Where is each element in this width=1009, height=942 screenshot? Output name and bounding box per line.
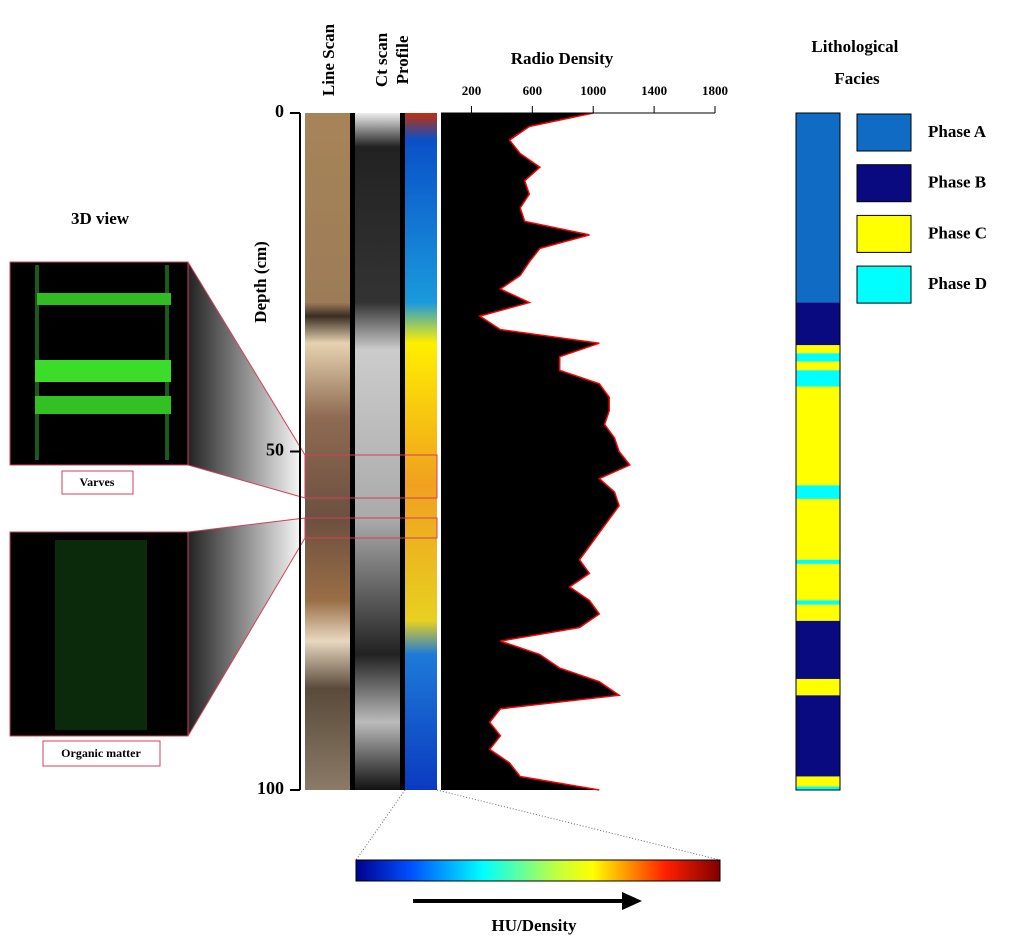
facies-segment bbox=[796, 485, 840, 499]
y-axis-label: Depth (cm) bbox=[251, 241, 270, 323]
image-detail bbox=[55, 540, 147, 730]
x-tick-label: 1400 bbox=[641, 83, 667, 98]
inset-label-box bbox=[61, 470, 134, 495]
legend-swatch bbox=[856, 214, 912, 253]
column-label: Ct scan bbox=[372, 32, 391, 87]
facies-segment bbox=[796, 370, 840, 387]
inset-label-box bbox=[42, 740, 161, 767]
line-scan-image bbox=[305, 113, 350, 790]
zoom-line bbox=[187, 517, 306, 533]
zoom-wedge bbox=[188, 518, 305, 736]
arrow-head bbox=[622, 892, 642, 910]
facies-segment bbox=[796, 353, 840, 362]
view-title: 3D view bbox=[71, 209, 130, 228]
y-tick-label: 0 bbox=[275, 101, 284, 121]
x-tick-label: 600 bbox=[523, 83, 543, 98]
ct-profile-image bbox=[405, 113, 437, 790]
chart-title: Radio Density bbox=[511, 49, 614, 68]
colorbar-label: HU/Density bbox=[492, 916, 578, 935]
inset-label: Organic matter bbox=[61, 746, 141, 760]
facies-segment bbox=[796, 600, 840, 605]
facies-title: Lithological Facies bbox=[811, 37, 902, 88]
leader-line bbox=[355, 789, 406, 861]
image-detail bbox=[35, 360, 171, 382]
zoom-wedge bbox=[188, 262, 305, 498]
facies-segment bbox=[796, 113, 840, 303]
facies-segment bbox=[796, 604, 840, 621]
colorbar bbox=[355, 859, 721, 882]
image-detail bbox=[37, 293, 171, 305]
x-tick-label: 1000 bbox=[580, 83, 606, 98]
legend-label: Phase B bbox=[928, 173, 986, 192]
zoom-line bbox=[187, 537, 306, 737]
facies-segment bbox=[796, 498, 840, 560]
density-area bbox=[441, 113, 630, 790]
facies-segment bbox=[796, 678, 840, 696]
legend-swatch bbox=[856, 265, 912, 304]
inset-label: Varves bbox=[80, 475, 115, 489]
separator bbox=[350, 113, 355, 790]
facies-segment bbox=[796, 345, 840, 354]
leader-line bbox=[436, 789, 721, 861]
y-tick-label: 100 bbox=[257, 778, 284, 798]
zoom-line bbox=[187, 261, 306, 456]
legend-label: Phase D bbox=[928, 274, 987, 293]
zoom-box bbox=[304, 454, 438, 499]
ct-scan-image bbox=[355, 113, 400, 790]
y-tick-label: 50 bbox=[266, 440, 284, 460]
legend-swatch bbox=[856, 113, 912, 152]
facies-segment bbox=[796, 361, 840, 371]
x-tick-label: 200 bbox=[462, 83, 482, 98]
image-detail bbox=[35, 396, 171, 414]
facies-segment bbox=[796, 786, 840, 790]
facies-segment bbox=[796, 386, 840, 486]
legend-swatch bbox=[856, 164, 912, 203]
facies-segment bbox=[796, 559, 840, 564]
x-tick-label: 1800 bbox=[702, 83, 728, 98]
facies-frame bbox=[795, 112, 841, 791]
legend-label: Phase C bbox=[928, 223, 987, 242]
legend-label: Phase A bbox=[928, 122, 987, 141]
zoom-box bbox=[304, 517, 438, 539]
zoom-line bbox=[187, 464, 306, 499]
facies-segment bbox=[796, 776, 840, 787]
density-line bbox=[477, 112, 631, 791]
column-label: Profile bbox=[393, 35, 412, 84]
facies-segment bbox=[796, 302, 840, 346]
facies-segment bbox=[796, 563, 840, 601]
facies-segment bbox=[796, 620, 840, 679]
column-label: Line Scan bbox=[319, 23, 338, 96]
separator bbox=[400, 113, 405, 790]
facies-segment bbox=[796, 695, 840, 777]
